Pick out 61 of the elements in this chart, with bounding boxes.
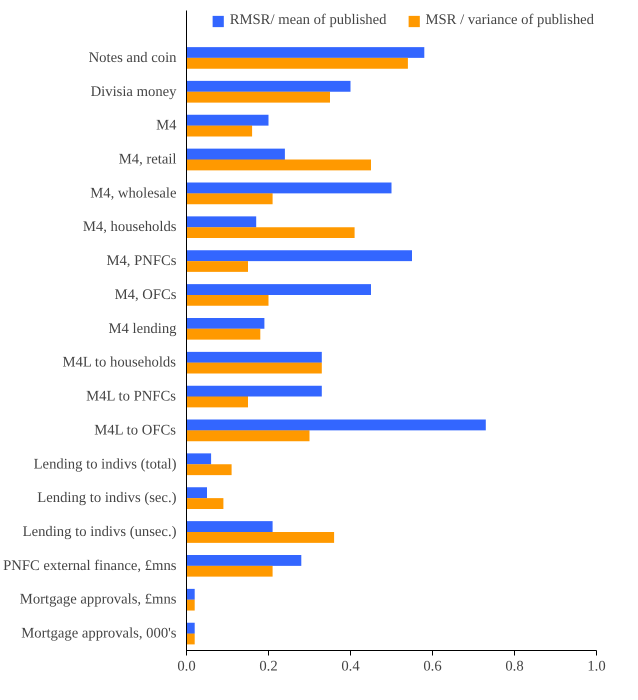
bar xyxy=(186,352,322,363)
x-tick-label: 0.8 xyxy=(505,658,524,674)
bar xyxy=(186,216,256,228)
bar xyxy=(186,600,195,611)
y-tick-label: M4, OFCs xyxy=(114,286,177,303)
y-tick-label: Divisia money xyxy=(90,84,178,100)
y-tick-label: M4 xyxy=(156,118,178,134)
x-tick-label: 1.0 xyxy=(587,658,606,674)
y-tick-label: Mortgage approvals, 000's xyxy=(21,626,177,642)
legend-label: RMSR/ mean of published xyxy=(230,12,386,29)
bar xyxy=(186,555,302,566)
bar xyxy=(186,430,310,442)
bar xyxy=(186,148,285,160)
legend-label: MSR / variance of published xyxy=(425,12,594,29)
bar xyxy=(186,362,322,374)
bar xyxy=(186,386,322,397)
y-tick-label: M4, PNFCs xyxy=(106,253,177,270)
bar xyxy=(186,47,424,58)
bar xyxy=(186,284,371,295)
y-tick-label: M4, households xyxy=(82,219,177,236)
bar xyxy=(186,182,392,194)
bar xyxy=(186,114,268,126)
y-tick-label: M4L to OFCs xyxy=(94,422,176,438)
bar xyxy=(186,453,212,464)
bar xyxy=(186,532,334,543)
bar xyxy=(186,634,195,644)
bar xyxy=(186,318,264,329)
bar xyxy=(186,193,273,204)
y-tick-label: Lending to indivs (unsec.) xyxy=(22,524,177,540)
bar xyxy=(186,227,355,238)
bar xyxy=(186,420,486,430)
bar xyxy=(186,261,248,272)
bar xyxy=(186,396,248,408)
bar xyxy=(186,566,273,577)
bar xyxy=(186,294,268,306)
y-tick-label: Lending to indivs (total) xyxy=(34,456,177,472)
bar xyxy=(186,80,350,92)
x-tick-label: 0.0 xyxy=(177,658,196,674)
bar xyxy=(186,464,232,476)
bar xyxy=(186,498,224,509)
y-tick-label: M4, wholesale xyxy=(90,185,177,202)
x-tick-label: 0.6 xyxy=(423,658,442,674)
x-tick-label: 0.2 xyxy=(259,658,278,674)
y-tick-label: M4 lending xyxy=(108,320,178,337)
bar xyxy=(186,622,195,634)
y-tick-label: M4L to PNFCs xyxy=(86,388,176,405)
y-tick-label: Mortgage approvals, £mns xyxy=(20,592,177,608)
x-tick-label: 0.4 xyxy=(341,658,360,674)
bar xyxy=(186,126,252,136)
bar xyxy=(186,521,273,532)
bar xyxy=(186,58,408,69)
y-tick-label: M4L to households xyxy=(62,354,176,371)
bar xyxy=(186,250,412,262)
bar xyxy=(186,92,330,103)
bar xyxy=(186,487,207,498)
bar xyxy=(186,328,260,340)
y-tick-label: PNFC external finance, £mns xyxy=(3,558,177,574)
y-tick-label: M4, retail xyxy=(118,151,176,168)
bar xyxy=(186,159,371,170)
y-tick-label: Notes and coin xyxy=(88,50,178,66)
y-tick-label: Lending to indivs (sec.) xyxy=(37,490,177,506)
